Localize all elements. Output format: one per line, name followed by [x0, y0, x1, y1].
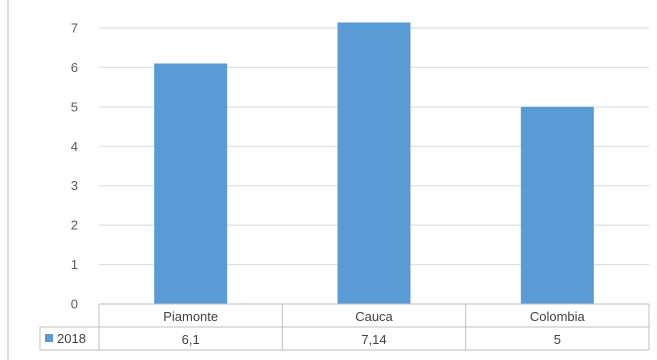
y-tick-label: 3	[71, 178, 78, 193]
y-tick-label: 0	[71, 297, 78, 312]
data-value-label: 5	[554, 332, 561, 347]
data-value-label: 7,14	[361, 332, 386, 347]
bar-piamonte	[154, 63, 228, 304]
y-tick-label: 7	[71, 21, 78, 36]
y-tick-label: 5	[71, 99, 78, 114]
y-tick-label: 4	[71, 139, 78, 154]
category-label: Piamonte	[163, 309, 218, 324]
y-tick-label: 2	[71, 218, 78, 233]
bar-colombia	[520, 106, 594, 304]
y-tick-label: 1	[71, 257, 78, 272]
bar-cauca	[337, 22, 411, 304]
category-label: Colombia	[530, 309, 586, 324]
category-label: Cauca	[355, 309, 393, 324]
y-tick-label: 6	[71, 60, 78, 75]
legend-swatch-2018	[45, 334, 53, 342]
data-value-label: 6,1	[182, 332, 200, 347]
legend-label-2018: 2018	[57, 331, 86, 346]
